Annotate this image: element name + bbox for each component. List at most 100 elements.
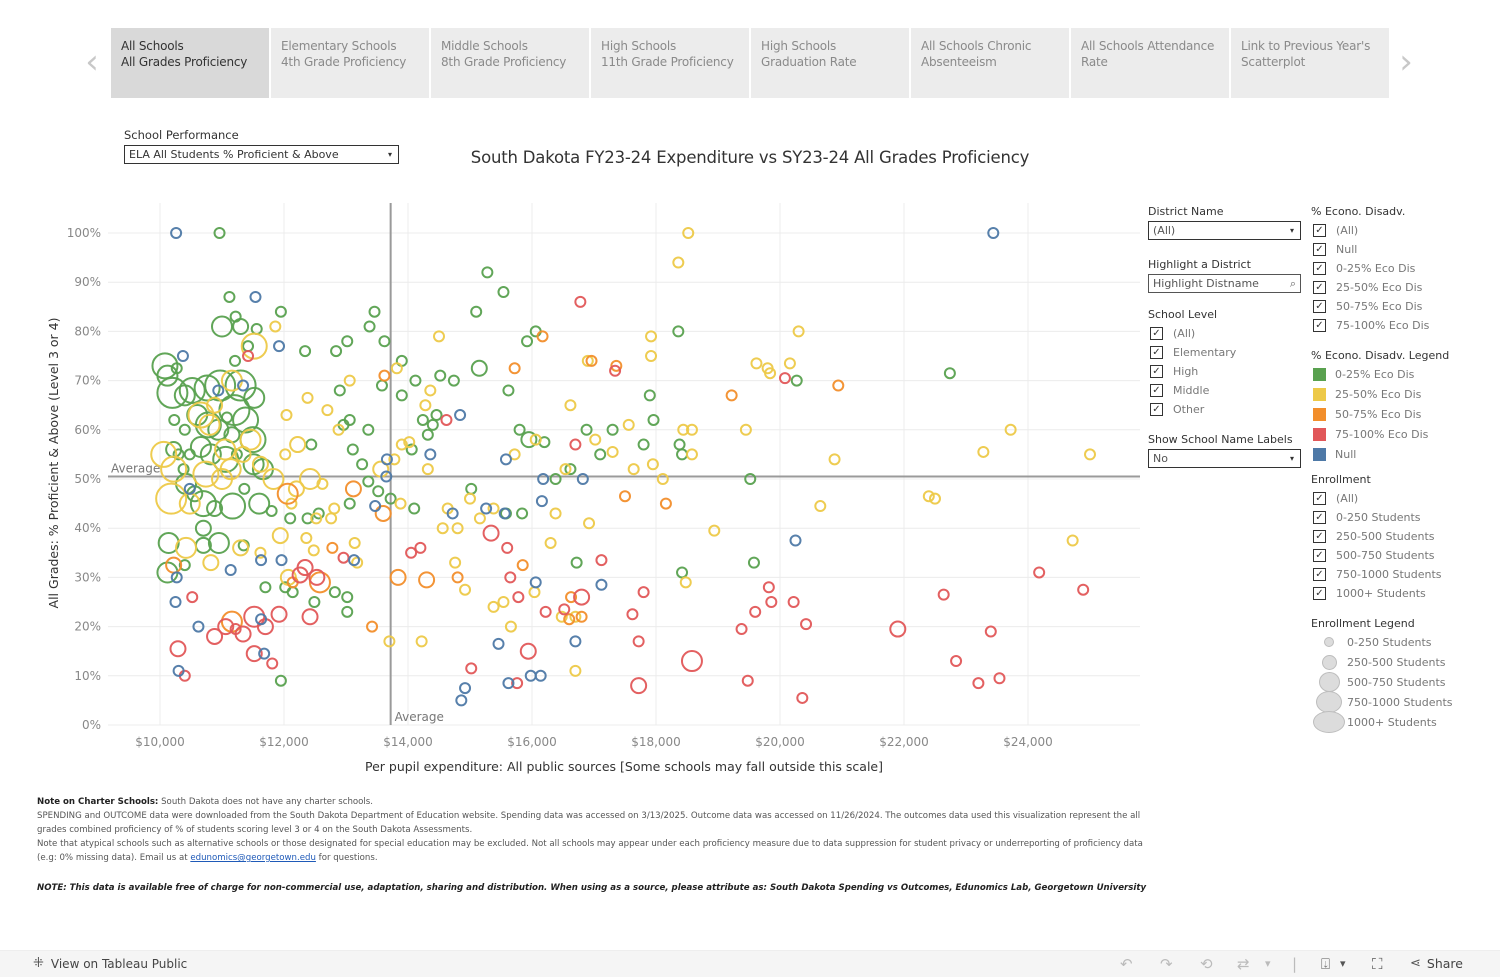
redo-icon[interactable]: ↷ (1160, 955, 1173, 973)
data-point (451, 522, 464, 535)
download-icon[interactable]: ⍗ (1321, 955, 1331, 973)
tab-graduation-rate[interactable]: High Schools Graduation Rate (751, 28, 909, 98)
data-point (459, 583, 472, 596)
school-performance-dropdown[interactable]: ELA All Students % Proficient & Above ▾ (124, 145, 399, 164)
checkbox-checked-icon[interactable]: ✓ (1313, 300, 1326, 313)
nav-prev-button[interactable]: ‹ (85, 42, 99, 82)
share-button[interactable]: ⋖ Share (1410, 956, 1463, 971)
enrollment-option[interactable]: ✓ (All) (1311, 489, 1442, 508)
data-point (207, 531, 230, 554)
email-link[interactable]: edunomics@georgetown.edu (190, 853, 316, 863)
tab-high-proficiency[interactable]: High Schools 11th Grade Proficiency (591, 28, 749, 98)
checkbox-checked-icon[interactable]: ✓ (1313, 319, 1326, 332)
data-point (563, 613, 576, 626)
checkbox-checked-icon[interactable]: ✓ (1313, 243, 1326, 256)
data-point (735, 623, 748, 636)
checkbox-checked-icon[interactable]: ✓ (1150, 365, 1163, 378)
checkbox-checked-icon[interactable]: ✓ (1150, 327, 1163, 340)
legend-item[interactable]: 750-1000 Students (1311, 691, 1453, 713)
highlight-district-input[interactable]: Highlight Distname ⌕ (1148, 274, 1301, 293)
nav-next-button[interactable]: › (1399, 42, 1413, 82)
tab-chronic-absenteeism[interactable]: All Schools Chronic Absenteeism (911, 28, 1069, 98)
data-point (280, 409, 293, 422)
data-point (362, 475, 375, 488)
econ-option[interactable]: ✓ Null (1311, 240, 1429, 259)
checkbox-checked-icon[interactable]: ✓ (1313, 511, 1326, 524)
data-point (465, 662, 478, 675)
data-point (585, 354, 598, 367)
data-point (415, 635, 428, 648)
checkbox-checked-icon[interactable]: ✓ (1313, 549, 1326, 562)
undo-icon[interactable]: ↶ (1120, 955, 1133, 973)
data-point (245, 645, 263, 663)
data-point (258, 647, 271, 660)
data-point (672, 256, 685, 269)
district-name-dropdown[interactable]: (All) ▾ (1148, 221, 1301, 240)
chevron-down-icon[interactable]: ▾ (1265, 957, 1271, 970)
legend-item[interactable]: 250-500 Students (1311, 652, 1453, 672)
size-circle-icon (1316, 691, 1342, 713)
data-point (430, 409, 443, 422)
checkbox-checked-icon[interactable]: ✓ (1313, 281, 1326, 294)
econ-option[interactable]: ✓ 75-100% Eco Dis (1311, 316, 1429, 335)
data-point (470, 305, 483, 318)
tab-all-schools-proficiency[interactable]: All Schools All Grades Proficiency (111, 28, 269, 98)
school-level-option[interactable]: ✓ Other (1148, 400, 1236, 419)
show-labels-dropdown[interactable]: No ▾ (1148, 449, 1301, 468)
legend-item[interactable]: 75-100% Eco Dis (1311, 424, 1428, 444)
fullscreen-icon[interactable]: ⛶ (1372, 955, 1383, 973)
checkbox-checked-icon[interactable]: ✓ (1313, 262, 1326, 275)
econ-option[interactable]: ✓ (All) (1311, 221, 1429, 240)
enrollment-option[interactable]: ✓ 1000+ Students (1311, 584, 1442, 603)
y-axis-title: All Grades: % Proficient & Above (Level … (46, 318, 61, 609)
checkbox-checked-icon[interactable]: ✓ (1313, 224, 1326, 237)
checkbox-checked-icon[interactable]: ✓ (1313, 530, 1326, 543)
checkbox-checked-icon[interactable]: ✓ (1313, 568, 1326, 581)
school-level-option[interactable]: ✓ High (1148, 362, 1236, 381)
econ-option[interactable]: ✓ 25-50% Eco Dis (1311, 278, 1429, 297)
tab-middle-proficiency[interactable]: Middle Schools 8th Grade Proficiency (431, 28, 589, 98)
school-level-option[interactable]: ✓ (All) (1148, 324, 1236, 343)
checkbox-checked-icon[interactable]: ✓ (1313, 492, 1326, 505)
refresh-icon[interactable]: ⇄ (1237, 955, 1250, 973)
tab-elementary-proficiency[interactable]: Elementary Schools 4th Grade Proficiency (271, 28, 429, 98)
data-point (555, 610, 568, 623)
chevron-down-icon: ▾ (1289, 226, 1294, 235)
enrollment-option[interactable]: ✓ 250-500 Students (1311, 527, 1442, 546)
enrollment-option[interactable]: ✓ 750-1000 Students (1311, 565, 1442, 584)
checkbox-checked-icon[interactable]: ✓ (1150, 384, 1163, 397)
school-level-option[interactable]: ✓ Middle (1148, 381, 1236, 400)
data-point (348, 554, 361, 567)
econ-disadv-filter: ✓ (All) ✓ Null ✓ 0-25% Eco Dis ✓ 25-50% Eco … (1311, 221, 1429, 335)
legend-item[interactable]: 500-750 Students (1311, 672, 1453, 692)
checkbox-checked-icon[interactable]: ✓ (1150, 403, 1163, 416)
legend-item[interactable]: 0-250 Students (1311, 632, 1453, 652)
revert-icon[interactable]: ⟲ (1200, 955, 1213, 973)
tab-attendance-rate[interactable]: All Schools Attendance Rate (1071, 28, 1229, 98)
color-swatch (1313, 367, 1326, 381)
legend-item[interactable]: 25-50% Eco Dis (1311, 384, 1428, 404)
econ-option[interactable]: ✓ 0-25% Eco Dis (1311, 259, 1429, 278)
option-label: High (1173, 365, 1199, 378)
checkbox-checked-icon[interactable]: ✓ (1313, 587, 1326, 600)
enrollment-option[interactable]: ✓ 0-250 Students (1311, 508, 1442, 527)
view-on-tableau-public-link[interactable]: ⁜ View on Tableau Public (33, 956, 187, 971)
legend-item[interactable]: Null (1311, 444, 1428, 464)
x-tick-label: $20,000 (755, 735, 805, 749)
tab-previous-year-link[interactable]: Link to Previous Year's Scatterplot (1231, 28, 1389, 98)
legend-item[interactable]: 0-25% Eco Dis (1311, 364, 1428, 384)
tab-line1: High Schools (601, 39, 677, 53)
econ-option[interactable]: ✓ 50-75% Eco Dis (1311, 297, 1429, 316)
data-point (300, 532, 313, 545)
data-point (343, 497, 356, 510)
chevron-down-icon[interactable]: ▾ (1340, 957, 1346, 970)
data-point (383, 635, 396, 648)
data-point (544, 536, 557, 549)
legend-item[interactable]: 50-75% Eco Dis (1311, 404, 1428, 424)
district-name-label: District Name (1148, 205, 1224, 218)
school-level-option[interactable]: ✓ Elementary (1148, 343, 1236, 362)
checkbox-checked-icon[interactable]: ✓ (1150, 346, 1163, 359)
enrollment-option[interactable]: ✓ 500-750 Students (1311, 546, 1442, 565)
legend-item[interactable]: 1000+ Students (1311, 711, 1453, 733)
chart-title: South Dakota FY23-24 Expenditure vs SY23… (470, 148, 1030, 167)
